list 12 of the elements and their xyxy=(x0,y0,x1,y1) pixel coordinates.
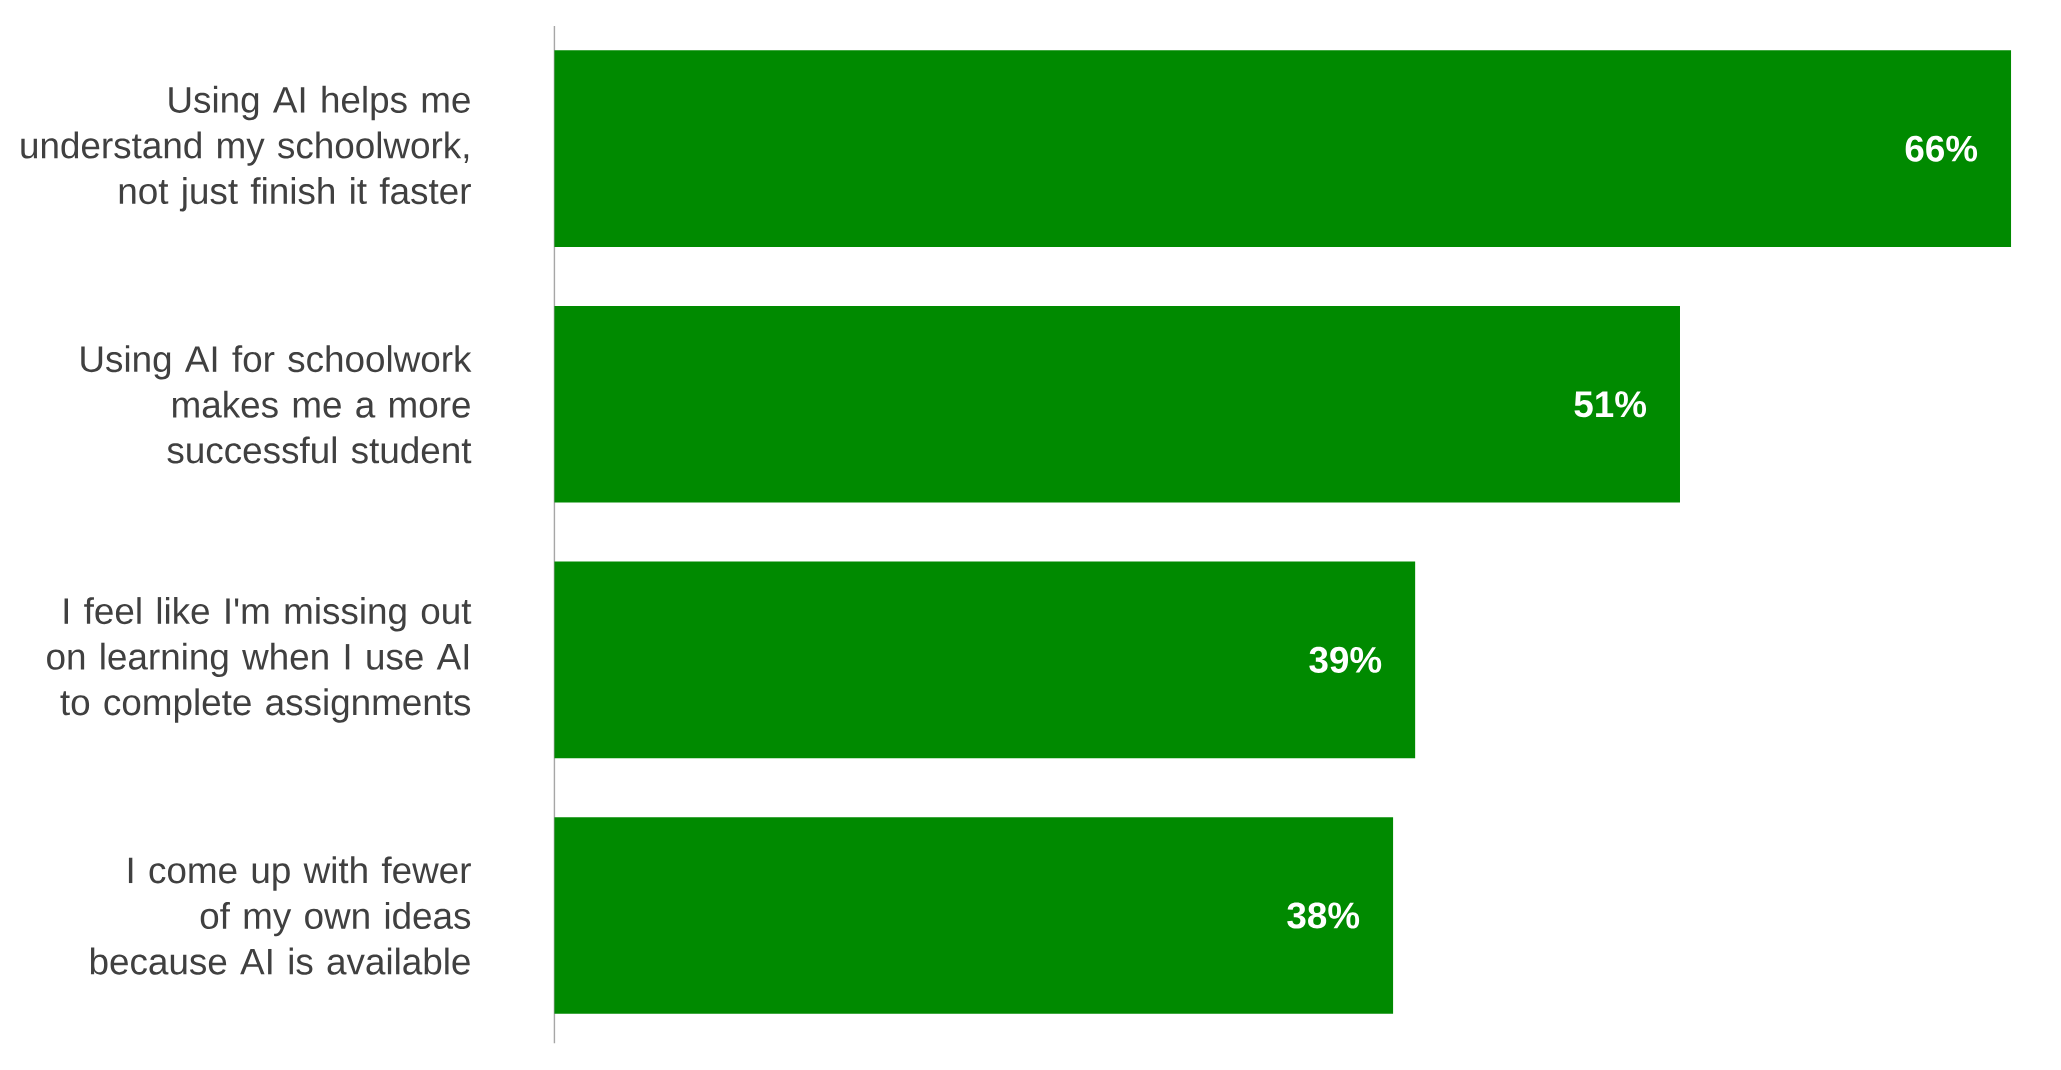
bar xyxy=(554,305,1680,503)
y-tick-label: I come up with fewer of my own ideas because AI is available xyxy=(90,856,471,975)
data-label: 51% xyxy=(1574,391,1647,418)
bar xyxy=(554,50,2012,247)
data-label: 39% xyxy=(1309,646,1382,673)
y-tick-label: I feel like I'm missing out on learning when I use AI to complete assignments xyxy=(47,596,472,723)
data-label: 66% xyxy=(1905,135,1978,162)
y-tick-label: Using AI for schoolwork makes me a more successful student xyxy=(81,345,472,464)
y-tick-label: Using AI helps me understand my schoolwork, not just finish it faster xyxy=(21,85,471,212)
bar xyxy=(554,817,1394,1014)
data-label: 38% xyxy=(1287,902,1360,929)
bar xyxy=(554,561,1416,759)
